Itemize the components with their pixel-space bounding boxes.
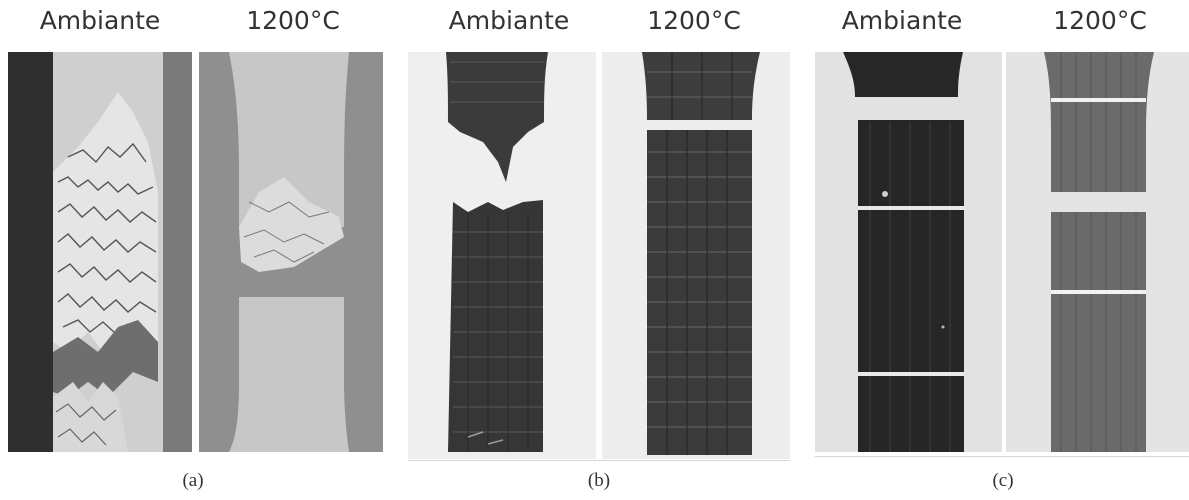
panel-c-ambient-image xyxy=(815,52,1002,452)
panel-c-label-1200c: 1200°C xyxy=(1053,6,1147,35)
panel-b-label-ambient: Ambiante xyxy=(448,6,570,35)
panel-a-label-1200c: 1200°C xyxy=(246,6,340,35)
panel-b-caption: (b) xyxy=(587,470,611,491)
panel-b: Ambiante 1200°C xyxy=(405,0,800,500)
panel-a: Ambiante 1200°C xyxy=(0,0,400,500)
panel-b-1200c-image xyxy=(602,52,790,459)
panel-a-photo-1200c xyxy=(199,52,383,452)
panel-a-label-ambient: Ambiante xyxy=(39,6,161,35)
panel-c-photo-1200c xyxy=(1006,52,1189,452)
panel-a-caption: (a) xyxy=(182,470,204,491)
panel-a-1200c-image xyxy=(199,52,383,452)
panel-a-ambient-image xyxy=(8,52,192,452)
panel-b-bottom-rule xyxy=(408,460,790,461)
panel-b-photo-1200c xyxy=(602,52,790,459)
panel-b-ambient-image xyxy=(408,52,596,459)
panel-c-label-ambient: Ambiante xyxy=(841,6,963,35)
panel-c-caption: (c) xyxy=(992,470,1014,491)
panel-b-photo-ambient xyxy=(408,52,596,459)
panel-b-label-1200c: 1200°C xyxy=(647,6,741,35)
panel-c-photo-ambient xyxy=(815,52,1002,452)
panel-c-bottom-rule xyxy=(815,456,1189,457)
panel-c: Ambiante 1200°C xyxy=(805,0,1189,500)
panel-c-1200c-image xyxy=(1006,52,1189,452)
panel-a-photo-ambient xyxy=(8,52,192,452)
